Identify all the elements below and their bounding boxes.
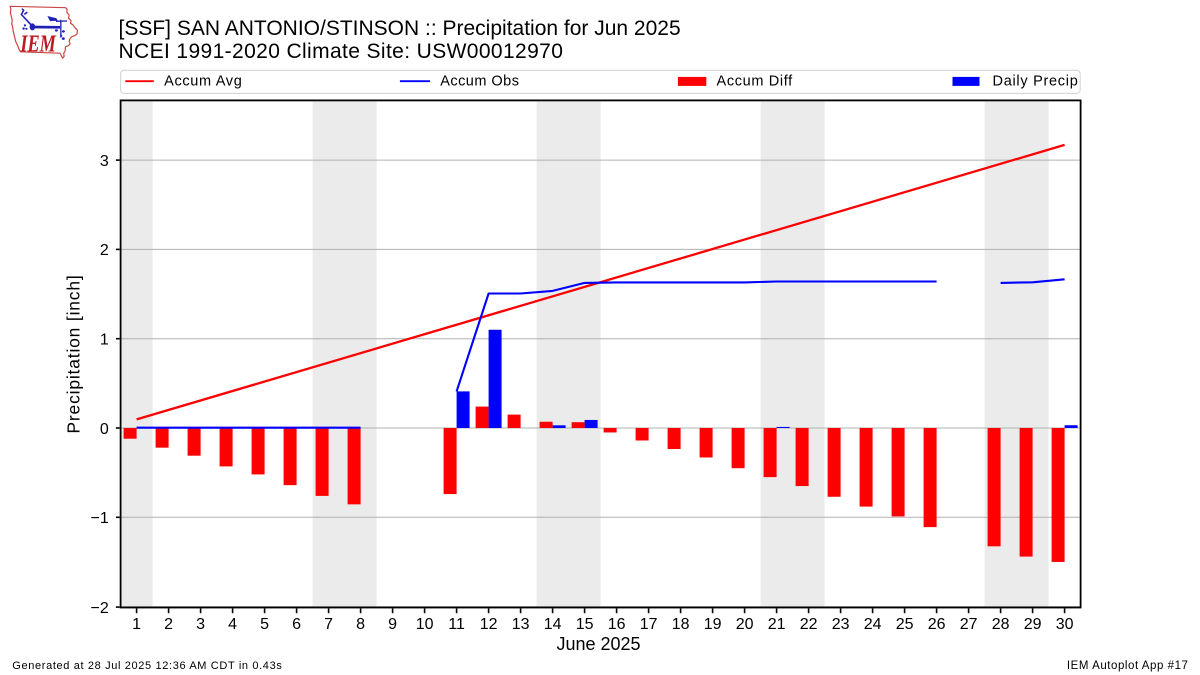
svg-text:17: 17 bbox=[640, 616, 658, 633]
svg-text:21: 21 bbox=[768, 616, 786, 633]
svg-text:2: 2 bbox=[164, 616, 173, 633]
svg-text:1: 1 bbox=[100, 332, 109, 349]
svg-text:2: 2 bbox=[100, 242, 109, 259]
svg-text:29: 29 bbox=[1024, 616, 1042, 633]
svg-text:Accum Obs: Accum Obs bbox=[440, 74, 519, 90]
svg-text:12: 12 bbox=[480, 616, 498, 633]
svg-text:20: 20 bbox=[736, 616, 754, 633]
svg-text:5: 5 bbox=[260, 616, 269, 633]
svg-text:8: 8 bbox=[356, 616, 365, 633]
svg-text:Accum Diff: Accum Diff bbox=[717, 74, 794, 90]
svg-text:24: 24 bbox=[864, 616, 882, 633]
svg-text:25: 25 bbox=[896, 616, 914, 633]
svg-text:3: 3 bbox=[100, 153, 109, 170]
svg-text:11: 11 bbox=[448, 616, 465, 633]
svg-text:6: 6 bbox=[292, 616, 301, 633]
svg-text:Precipitation [inch]: Precipitation [inch] bbox=[64, 274, 84, 433]
svg-text:Daily Precip: Daily Precip bbox=[993, 74, 1079, 90]
svg-text:18: 18 bbox=[672, 616, 690, 633]
svg-text:June 2025: June 2025 bbox=[556, 634, 640, 654]
svg-text:27: 27 bbox=[960, 616, 978, 633]
svg-text:14: 14 bbox=[544, 616, 562, 633]
svg-text:7: 7 bbox=[324, 616, 333, 633]
svg-text:4: 4 bbox=[228, 616, 237, 633]
svg-text:0: 0 bbox=[100, 421, 109, 438]
svg-text:[SSF] SAN ANTONIO/STINSON :: P: [SSF] SAN ANTONIO/STINSON :: Precipitati… bbox=[119, 17, 681, 40]
svg-text:9: 9 bbox=[388, 616, 397, 633]
svg-text:1: 1 bbox=[132, 616, 141, 633]
svg-text:IEM: IEM bbox=[20, 32, 58, 58]
svg-text:−2: −2 bbox=[91, 600, 109, 617]
svg-text:30: 30 bbox=[1056, 616, 1074, 633]
svg-text:Generated at 28 Jul 2025 12:36: Generated at 28 Jul 2025 12:36 AM CDT in… bbox=[12, 660, 282, 672]
svg-text:19: 19 bbox=[704, 616, 722, 633]
svg-text:16: 16 bbox=[608, 616, 626, 633]
svg-text:−1: −1 bbox=[91, 510, 109, 527]
svg-text:26: 26 bbox=[928, 616, 946, 633]
svg-text:23: 23 bbox=[832, 616, 850, 633]
svg-text:Accum Avg: Accum Avg bbox=[164, 74, 242, 90]
svg-text:NCEI 1991-2020 Climate Site: U: NCEI 1991-2020 Climate Site: USW00012970 bbox=[119, 40, 564, 63]
svg-text:IEM Autoplot App #17: IEM Autoplot App #17 bbox=[1067, 660, 1189, 672]
svg-text:10: 10 bbox=[416, 616, 434, 633]
svg-text:15: 15 bbox=[576, 616, 594, 633]
svg-text:13: 13 bbox=[512, 616, 530, 633]
svg-text:22: 22 bbox=[800, 616, 818, 633]
svg-text:28: 28 bbox=[992, 616, 1010, 633]
svg-text:3: 3 bbox=[196, 616, 205, 633]
